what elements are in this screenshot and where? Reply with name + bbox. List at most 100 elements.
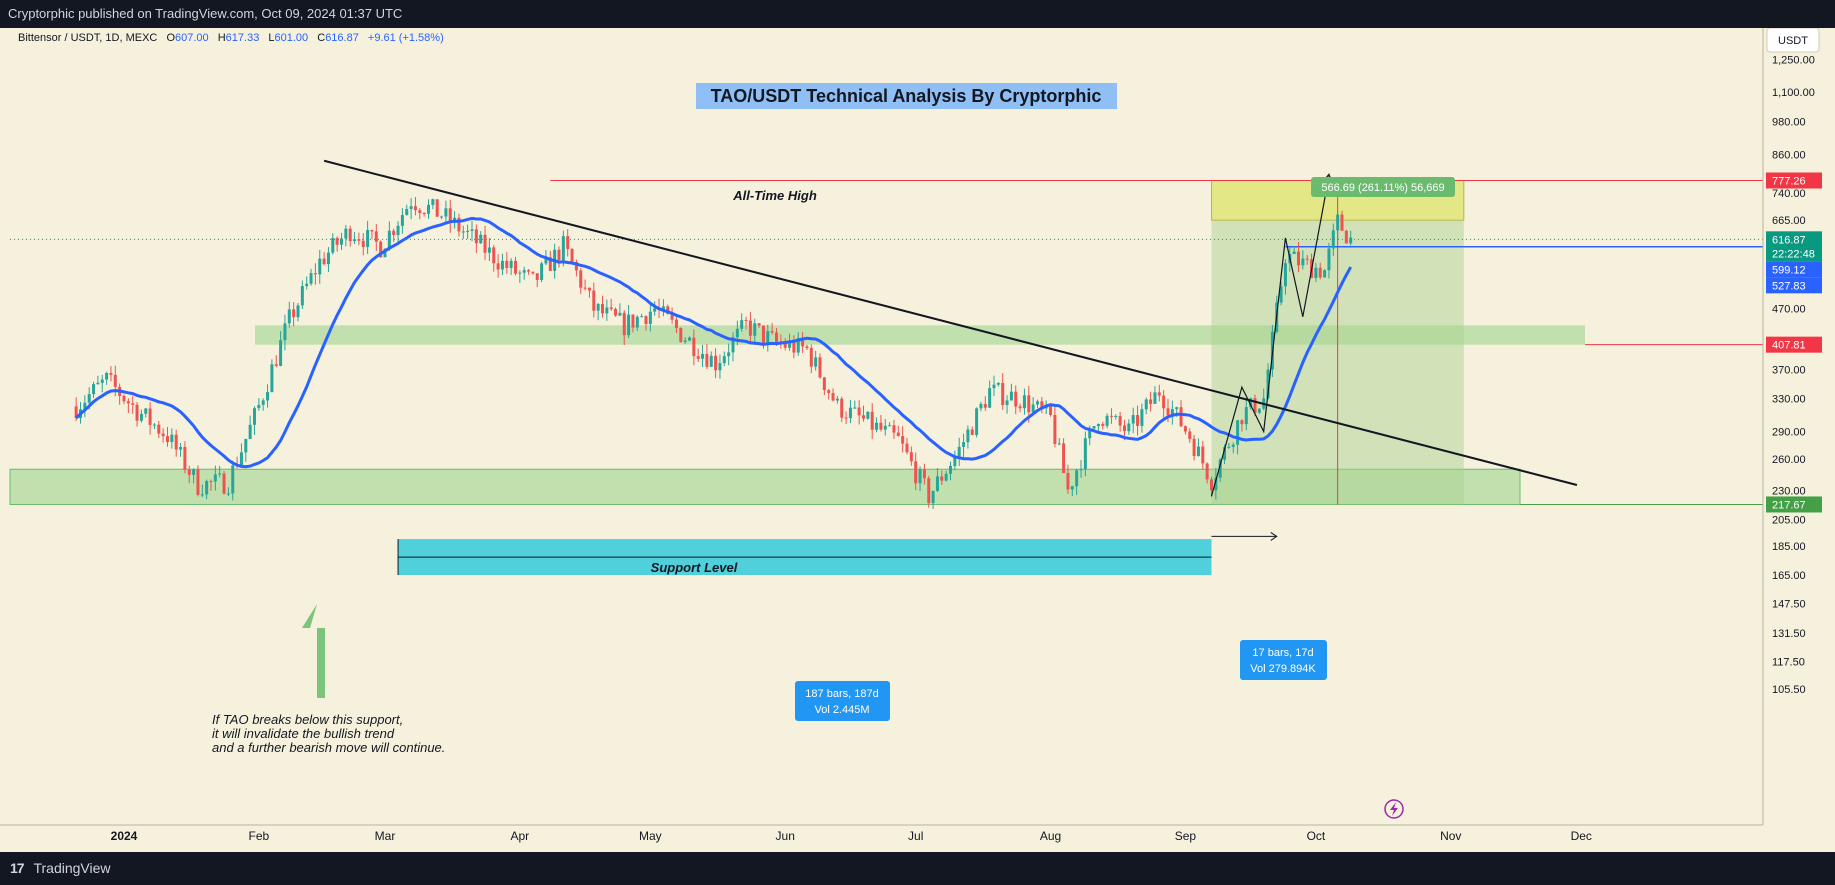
candle-body (1279, 286, 1283, 303)
candle-body (1136, 415, 1140, 426)
candle-body (627, 314, 631, 336)
candle-body (1153, 392, 1157, 404)
price-label: 777.26 (1772, 175, 1806, 187)
candle-body (287, 309, 291, 324)
candle-body (257, 404, 261, 409)
candle-body (461, 231, 465, 233)
candle-body (857, 407, 861, 416)
candle-body (596, 304, 600, 311)
candle-body (1066, 472, 1070, 490)
candle-body (870, 411, 874, 430)
note-line-3: and a further bearish move will continue… (212, 740, 445, 755)
candle-body (126, 401, 130, 404)
candle-body (409, 206, 413, 209)
candle-body (722, 356, 726, 364)
candle-body (296, 305, 300, 318)
candle-body (535, 273, 539, 280)
target-measure-label: 566.69 (261.11%) 56,669 (1321, 182, 1444, 194)
candle-body (1305, 258, 1309, 260)
candle-body (83, 402, 87, 410)
candle-body (1144, 399, 1148, 410)
candle-body (1157, 392, 1161, 396)
candle-body (366, 229, 370, 247)
price-label-box (1766, 231, 1822, 248)
candle-body (1231, 444, 1235, 447)
candle-body (1027, 395, 1031, 413)
candle-body (788, 341, 792, 348)
candle-body (357, 239, 361, 241)
candle-body (683, 340, 687, 342)
candle-body (1223, 447, 1227, 460)
lightning-icon[interactable] (1384, 799, 1404, 819)
candle-body (714, 355, 718, 371)
candle-body (226, 493, 230, 495)
candle-body (544, 257, 548, 264)
candle-body (457, 217, 461, 232)
candle-body (674, 319, 678, 328)
candle-body (922, 469, 926, 479)
symbol-name: Bittensor / USDT, 1D, MEXC (18, 32, 157, 44)
candle-body (244, 438, 248, 453)
up-arrow-icon (302, 604, 325, 698)
candle-body (96, 382, 100, 385)
x-tick-label: Oct (1307, 829, 1326, 843)
projection-path (1210, 176, 1330, 497)
y-tick-label: 165.00 (1772, 570, 1806, 582)
candle-body (592, 290, 596, 311)
candle-body (896, 432, 900, 437)
candle-body (1123, 425, 1126, 432)
candle-body (174, 434, 178, 450)
candle-body (531, 271, 535, 274)
candle-body (1318, 267, 1322, 278)
candle-body (831, 393, 835, 401)
ath-label: All-Time High (732, 188, 817, 203)
candle-body (157, 424, 161, 434)
x-tick-label: Nov (1440, 829, 1461, 843)
candle-body (253, 408, 256, 425)
candle-body (1327, 248, 1331, 271)
tradingview-logo-icon: 17 (10, 860, 25, 876)
candle-body (1227, 446, 1231, 448)
candle-body (1331, 230, 1335, 249)
candle-body (1205, 463, 1209, 480)
candle-body (383, 248, 387, 258)
candle-body (1323, 270, 1327, 278)
candle-body (135, 404, 139, 421)
candle-body (548, 257, 552, 271)
candle-body (992, 384, 996, 389)
candle-body (848, 407, 852, 419)
chart-title: TAO/USDT Technical Analysis By Cryptorph… (711, 86, 1102, 106)
currency-button[interactable] (1766, 28, 1820, 53)
candle-body (875, 422, 879, 430)
price-chart[interactable]: Bittensor / USDT, 1D, MEXC O607.00 H617.… (0, 28, 1835, 852)
candle-body (805, 346, 809, 348)
candle-body (757, 323, 761, 326)
range-measure-large-line-2: Vol 2.445M (814, 704, 869, 716)
candle-body (635, 316, 639, 328)
tradingview-bar: 17 TradingView (0, 852, 1835, 885)
y-tick-label: 740.00 (1772, 188, 1806, 200)
candle-body (727, 352, 731, 357)
candle-body (740, 320, 744, 329)
candle-body (883, 425, 887, 430)
candle-body (161, 433, 165, 437)
candle-body (527, 270, 531, 272)
candle-body (492, 247, 496, 264)
candle-body (474, 229, 478, 244)
price-label: 22:22:48 (1772, 248, 1815, 260)
candle-body (770, 331, 774, 333)
candle-body (505, 260, 509, 268)
x-tick-label: Mar (375, 829, 396, 843)
candle-body (200, 494, 204, 496)
y-tick-label: 185.00 (1772, 541, 1806, 553)
candle-body (761, 325, 765, 343)
candle-body (183, 447, 187, 470)
candle-body (783, 343, 787, 348)
target-measure-box (1311, 177, 1455, 197)
candle-body (566, 236, 570, 249)
candle-body (1062, 443, 1066, 473)
candle-body (822, 377, 826, 391)
candle-body (222, 473, 226, 494)
candle-body (1336, 214, 1340, 231)
candle-body (705, 353, 709, 367)
